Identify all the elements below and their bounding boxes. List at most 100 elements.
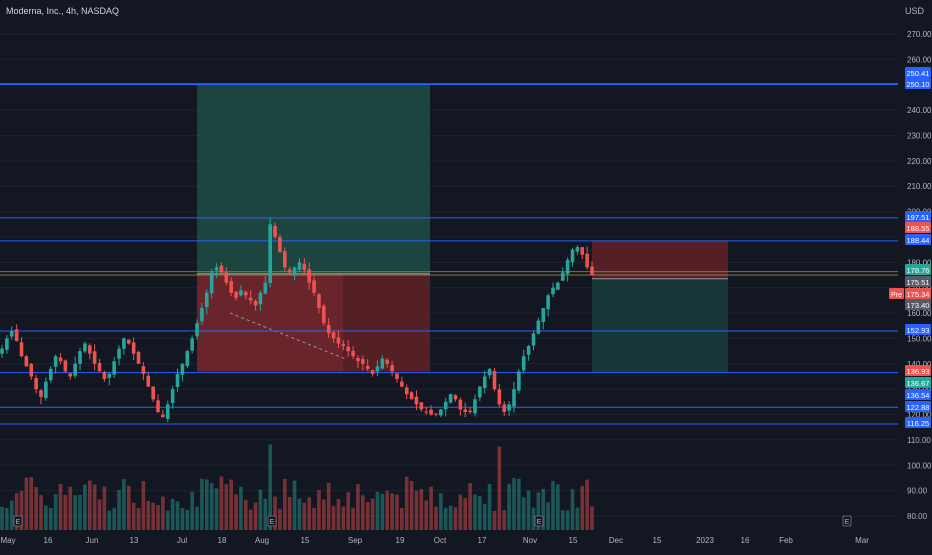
candle <box>283 250 287 268</box>
candle <box>214 267 219 271</box>
candle <box>361 359 365 364</box>
volume-bar <box>512 477 516 530</box>
candle <box>122 338 126 349</box>
volume-bar <box>53 494 58 530</box>
candle <box>351 350 355 357</box>
volume-bar <box>141 480 146 530</box>
candle <box>590 266 594 275</box>
candle <box>302 263 307 270</box>
volume-bar <box>48 508 53 530</box>
volume-bar <box>136 508 141 530</box>
price-badge-label: 250.41 <box>907 69 930 78</box>
price-badge <box>905 67 931 78</box>
candle <box>307 269 311 283</box>
candle <box>44 381 48 399</box>
earnings-marker <box>534 515 544 527</box>
volume-bar <box>487 484 492 530</box>
candle <box>458 399 463 410</box>
time-tick-label: 15 <box>301 536 310 545</box>
candle <box>331 332 336 339</box>
time-tick-label: Feb <box>779 536 793 545</box>
volume-bar <box>322 499 326 530</box>
volume-bar <box>263 498 268 530</box>
candle <box>170 389 175 404</box>
candle <box>229 281 233 293</box>
price-badge <box>905 211 931 222</box>
volume-bar <box>5 508 9 530</box>
short-target-zone <box>592 278 728 373</box>
candle <box>9 330 14 337</box>
earnings-marker <box>267 515 277 527</box>
time-tick-label: 17 <box>478 536 487 545</box>
time-tick-label: 16 <box>44 536 53 545</box>
candle <box>419 402 424 410</box>
volume-bar <box>546 502 550 530</box>
price-tick-label: 100.00 <box>907 461 932 470</box>
candle <box>48 368 53 381</box>
price-tick-label: 270.00 <box>907 30 932 39</box>
premarket-badge-label: Pre <box>891 292 902 299</box>
candle <box>531 333 536 346</box>
candle <box>473 399 477 414</box>
price-tick-label: 160.00 <box>907 309 932 318</box>
candle <box>156 400 160 412</box>
volume-bar <box>239 486 243 530</box>
candle <box>209 272 214 294</box>
volume-bar <box>156 505 160 530</box>
volume-bar <box>126 485 131 530</box>
candle <box>390 365 394 372</box>
time-axis[interactable]: May 16 Jun 13 Jul 18 Aug 15 Sep 19 Oct 17 Nov 15 Dec 15… <box>0 536 869 545</box>
volume-bar <box>400 507 404 530</box>
price-badge <box>905 276 931 287</box>
volume-bar <box>492 510 497 530</box>
volume-bar <box>463 498 468 530</box>
volume-bar <box>224 484 229 530</box>
volume-bar <box>107 510 112 530</box>
volume-bar <box>526 490 531 530</box>
volume-bar <box>439 493 443 530</box>
volume-bars <box>0 444 594 530</box>
candle <box>385 359 390 364</box>
short-stop-zone <box>592 240 728 279</box>
time-tick-label: Dec <box>609 536 623 545</box>
volume-bar <box>385 490 390 530</box>
candle <box>263 282 268 294</box>
volume-bar <box>390 493 394 530</box>
volume-bar <box>97 499 102 530</box>
candle <box>356 357 360 362</box>
candle <box>273 225 277 237</box>
candle <box>322 305 326 324</box>
volume-bar <box>0 506 4 530</box>
candle <box>526 346 531 355</box>
candle <box>463 409 468 412</box>
volume-bar <box>302 502 307 530</box>
volume-bar <box>570 489 575 530</box>
candle <box>131 342 136 354</box>
volume-bar <box>83 484 87 530</box>
volume-bar <box>473 494 477 530</box>
candle <box>126 339 131 344</box>
candle <box>409 392 414 400</box>
candle <box>346 346 350 352</box>
candle <box>287 269 292 273</box>
earnings-marker-label: E <box>537 519 542 526</box>
price-badge-label: 175.34 <box>907 290 930 299</box>
candle <box>224 272 229 283</box>
volume-bar <box>468 483 472 530</box>
price-badge-label: 188.44 <box>907 236 930 245</box>
candle <box>19 342 24 357</box>
price-badge-label: 116.25 <box>907 419 929 428</box>
volume-bar <box>180 507 185 530</box>
candle <box>200 307 204 322</box>
candle <box>190 338 194 351</box>
premarket-badge <box>889 288 904 299</box>
volume-bar <box>244 499 248 530</box>
candle <box>268 224 272 284</box>
candle <box>102 372 107 380</box>
grid <box>0 33 898 517</box>
price-badge <box>905 234 931 245</box>
candle <box>14 329 19 341</box>
price-tick-label: 220.00 <box>907 157 932 166</box>
